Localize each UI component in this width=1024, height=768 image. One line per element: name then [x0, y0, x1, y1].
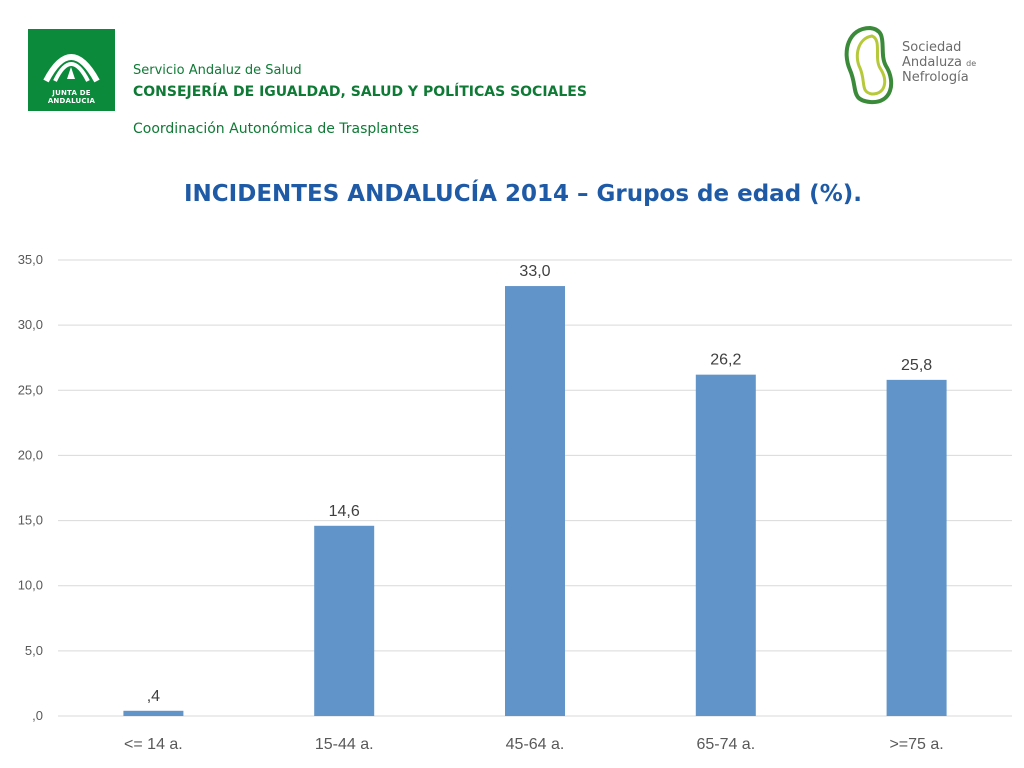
- y-tick-label: 5,0: [25, 643, 43, 658]
- header-service-name: Servicio Andaluz de Salud: [133, 63, 302, 78]
- bar: [123, 710, 184, 716]
- bar-value-label: ,4: [147, 688, 160, 705]
- y-tick-label: 25,0: [18, 382, 43, 397]
- bar: [695, 374, 756, 716]
- header-ministry-name: CONSEJERÍA DE IGUALDAD, SALUD Y POLÍTICA…: [133, 84, 587, 100]
- bar: [505, 286, 565, 716]
- society-name-line2: Andaluza de: [902, 55, 977, 70]
- society-name-line1: Sociedad: [902, 40, 962, 55]
- x-tick-label: <= 14 a.: [124, 736, 183, 753]
- bar-chart: ,0 5,0 10,0 15,0 20,0 25,0 30,0 35,0 ,4 <= 14 a. 1…: [18, 252, 1012, 753]
- bar-value-label: 14,6: [329, 503, 360, 520]
- y-tick-label: 10,0: [18, 578, 43, 593]
- x-tick-label: >=75 a.: [889, 736, 943, 753]
- bar: [314, 525, 375, 716]
- bar-value-label: 25,8: [901, 357, 932, 374]
- bar-value-label: 33,0: [519, 263, 550, 280]
- junta-de-andalucia-logo: JUNTA DE ANDALUCIA: [28, 29, 115, 111]
- y-tick-label: 15,0: [18, 513, 43, 528]
- nephrology-society-logo-icon: [844, 25, 894, 105]
- y-tick-label: ,0: [32, 708, 43, 723]
- society-name-line3: Nefrología: [902, 70, 969, 85]
- x-tick-label: 15-44 a.: [315, 736, 374, 753]
- y-tick-label: 30,0: [18, 317, 43, 332]
- chart-title: INCIDENTES ANDALUCÍA 2014 – Grupos de ed…: [184, 181, 862, 207]
- junta-arch-icon: [43, 54, 100, 83]
- bar: [886, 379, 947, 716]
- bar-value-label: 26,2: [710, 352, 741, 369]
- x-tick-label: 45-64 a.: [506, 736, 565, 753]
- y-tick-label: 35,0: [18, 252, 43, 267]
- header-coordination-name: Coordinación Autonómica de Trasplantes: [133, 121, 420, 137]
- x-tick-label: 65-74 a.: [696, 736, 755, 753]
- y-tick-label: 20,0: [18, 447, 43, 462]
- junta-logo-text: JUNTA DE ANDALUCIA: [47, 89, 96, 105]
